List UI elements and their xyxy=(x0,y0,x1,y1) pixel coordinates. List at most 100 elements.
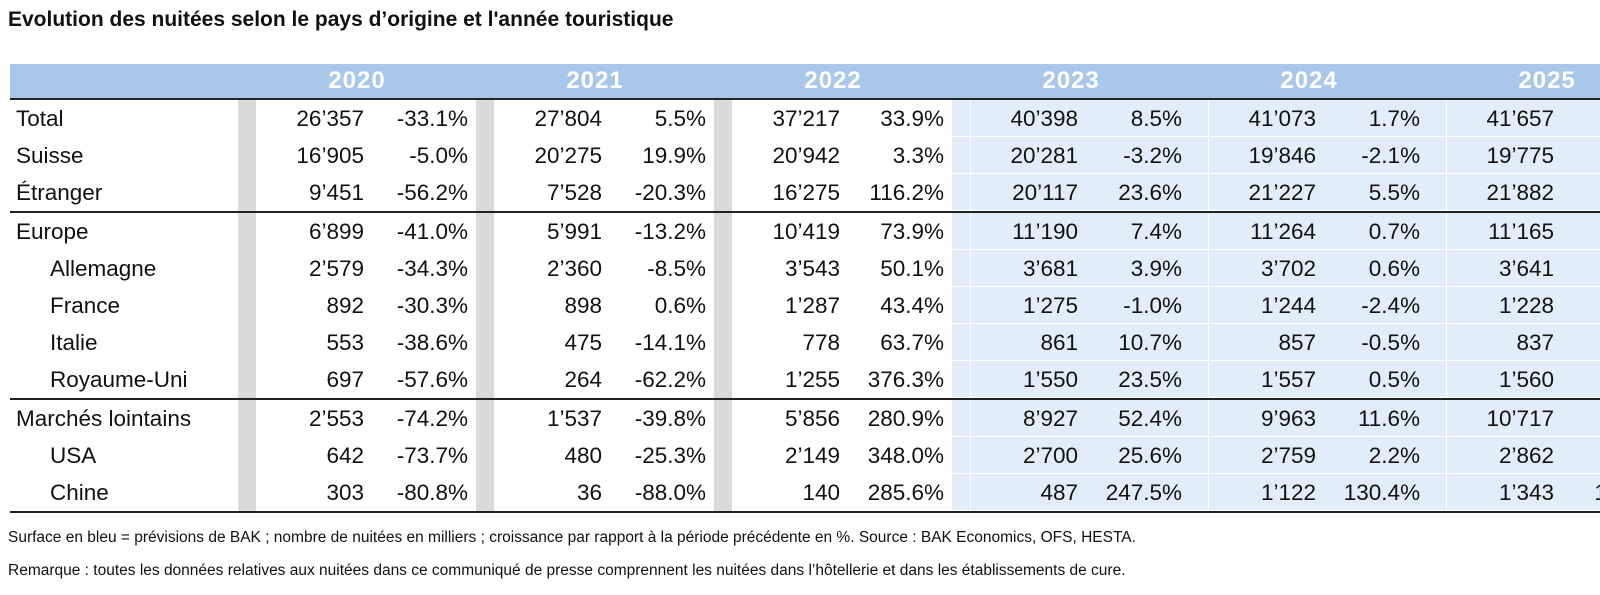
forecast-spacer xyxy=(1428,212,1447,250)
growth-percent-cell: -3.2% xyxy=(1086,137,1191,174)
growth-percent-cell: -41.0% xyxy=(396,219,469,244)
forecast-spacer xyxy=(1428,361,1447,400)
column-spacer xyxy=(714,361,733,400)
growth-percent-cell: -38.6% xyxy=(396,330,469,355)
column-spacer xyxy=(714,474,733,513)
column-spacer xyxy=(476,474,495,513)
forecast-spacer xyxy=(952,212,971,250)
nights-value-cell: 19’846 xyxy=(1207,137,1325,174)
growth-percent-cell: 19.7% xyxy=(1562,474,1600,513)
nights-value-cell: 1’560 xyxy=(1445,361,1563,400)
growth-percent-cell: -34.3% xyxy=(396,256,469,281)
column-spacer xyxy=(476,174,495,213)
forecast-spacer xyxy=(1428,437,1447,474)
growth-percent-cell: 52.4% xyxy=(1086,399,1191,437)
nights-value-cell: 19’775 xyxy=(1445,137,1563,174)
growth-percent-cell: -0.5% xyxy=(1324,324,1429,361)
table-body: 2020 2021 2022 2023 2024 2025 Total 26’35… xyxy=(10,64,1600,513)
forecast-spacer xyxy=(1428,137,1447,174)
overnight-stays-table: 2020 2021 2022 2023 2024 2025 Total 26’35… xyxy=(10,64,1600,513)
forecast-spacer xyxy=(1190,137,1209,174)
nights-value-cell: 778 xyxy=(802,330,841,355)
column-spacer xyxy=(476,212,495,250)
nights-value-cell: 642 xyxy=(326,443,364,468)
footnote-remark: Remarque : toutes les données relatives … xyxy=(8,562,1126,579)
row-label: Europe xyxy=(16,219,89,244)
growth-percent-cell: -62.2% xyxy=(610,361,715,400)
nights-value-cell: 1’287 xyxy=(784,293,841,318)
growth-percent-cell: 247.5% xyxy=(1086,474,1191,513)
growth-percent-cell: -57.6% xyxy=(372,361,477,400)
year-header-row: 2020 2021 2022 2023 2024 2025 xyxy=(10,64,1600,100)
nights-value-cell: 140 xyxy=(732,474,849,513)
year-header: 2022 xyxy=(714,64,953,100)
table-row: Europe 6’899 -41.0% 5’991 -13.2% 10’419 73.9% 1… xyxy=(10,212,1600,250)
column-spacer xyxy=(238,137,256,174)
nights-value-cell: 10’717 xyxy=(1445,399,1563,437)
growth-percent-cell: -80.8% xyxy=(372,474,477,513)
forecast-spacer xyxy=(1428,399,1447,437)
nights-value-cell: 6’899 xyxy=(308,219,364,244)
forecast-spacer xyxy=(1190,250,1209,287)
growth-percent-cell: 73.9% xyxy=(880,219,945,244)
table-row: Étranger 9’451 -56.2% 7’528 -20.3% 16’275 116.… xyxy=(10,174,1600,213)
growth-percent-cell: 11.6% xyxy=(1324,399,1429,437)
growth-percent-cell: 0.5% xyxy=(1324,361,1429,400)
nights-value-cell: 2’579 xyxy=(308,256,364,281)
nights-value-cell: 2’862 xyxy=(1445,437,1563,474)
growth-percent-cell: 23.5% xyxy=(1086,361,1191,400)
row-label: Italie xyxy=(50,330,98,355)
growth-percent-cell: 33.9% xyxy=(880,106,945,131)
nights-value-cell: 36 xyxy=(494,474,611,513)
forecast-spacer xyxy=(952,361,971,400)
growth-percent-cell: -5.0% xyxy=(409,143,469,168)
column-spacer xyxy=(476,399,495,437)
growth-percent-cell: 7.4% xyxy=(1086,212,1191,250)
growth-percent-cell: 23.6% xyxy=(1086,174,1191,213)
table-row: France 892 -30.3% 898 0.6% 1’287 43.4% 1’275 -1.… xyxy=(10,287,1600,324)
growth-percent-cell: -20.3% xyxy=(610,174,715,213)
forecast-spacer xyxy=(1190,361,1209,400)
growth-percent-cell: -74.2% xyxy=(396,406,469,431)
forecast-spacer xyxy=(1190,474,1209,513)
growth-percent-cell: -2.1% xyxy=(1324,137,1429,174)
column-spacer xyxy=(476,361,495,400)
nights-value-cell: 27’804 xyxy=(534,106,603,131)
growth-percent-cell: -1.3% xyxy=(1562,287,1600,324)
column-spacer xyxy=(714,437,733,474)
forecast-spacer xyxy=(1190,324,1209,361)
growth-percent-cell: -25.3% xyxy=(634,443,707,468)
forecast-spacer xyxy=(952,287,971,324)
nights-value-cell: 1’228 xyxy=(1445,287,1563,324)
growth-percent-cell: 7.6% xyxy=(1562,399,1600,437)
growth-percent-cell: -2.4% xyxy=(1562,324,1600,361)
nights-value-cell: 7’528 xyxy=(494,174,611,213)
growth-percent-cell: 116.2% xyxy=(848,174,953,213)
nights-value-cell: 264 xyxy=(494,361,611,400)
nights-value-cell: 1’343 xyxy=(1445,474,1563,513)
row-label: Chine xyxy=(10,474,238,513)
forecast-spacer xyxy=(1190,212,1209,250)
column-spacer xyxy=(714,212,733,250)
forecast-spacer xyxy=(952,250,971,287)
nights-value-cell: 892 xyxy=(326,293,364,318)
nights-value-cell: 11’264 xyxy=(1207,212,1325,250)
column-spacer xyxy=(714,287,733,324)
column-spacer xyxy=(714,99,733,137)
column-spacer xyxy=(238,99,256,137)
column-spacer xyxy=(476,250,495,287)
nights-value-cell: 20’942 xyxy=(772,143,841,168)
growth-percent-cell: 348.0% xyxy=(867,443,945,468)
forecast-spacer xyxy=(952,137,971,174)
nights-value-cell: 898 xyxy=(564,293,603,318)
nights-value-cell: 2’759 xyxy=(1207,437,1325,474)
nights-value-cell: 3’681 xyxy=(969,250,1087,287)
nights-value-cell: 697 xyxy=(256,361,372,400)
column-spacer xyxy=(238,324,256,361)
growth-percent-cell: 3.1% xyxy=(1562,174,1600,213)
growth-percent-cell: 0.6% xyxy=(654,293,707,318)
nights-value-cell: 1’255 xyxy=(732,361,849,400)
growth-percent-cell: 376.3% xyxy=(848,361,953,400)
nights-value-cell: 837 xyxy=(1445,324,1563,361)
nights-value-cell: 9’963 xyxy=(1207,399,1325,437)
